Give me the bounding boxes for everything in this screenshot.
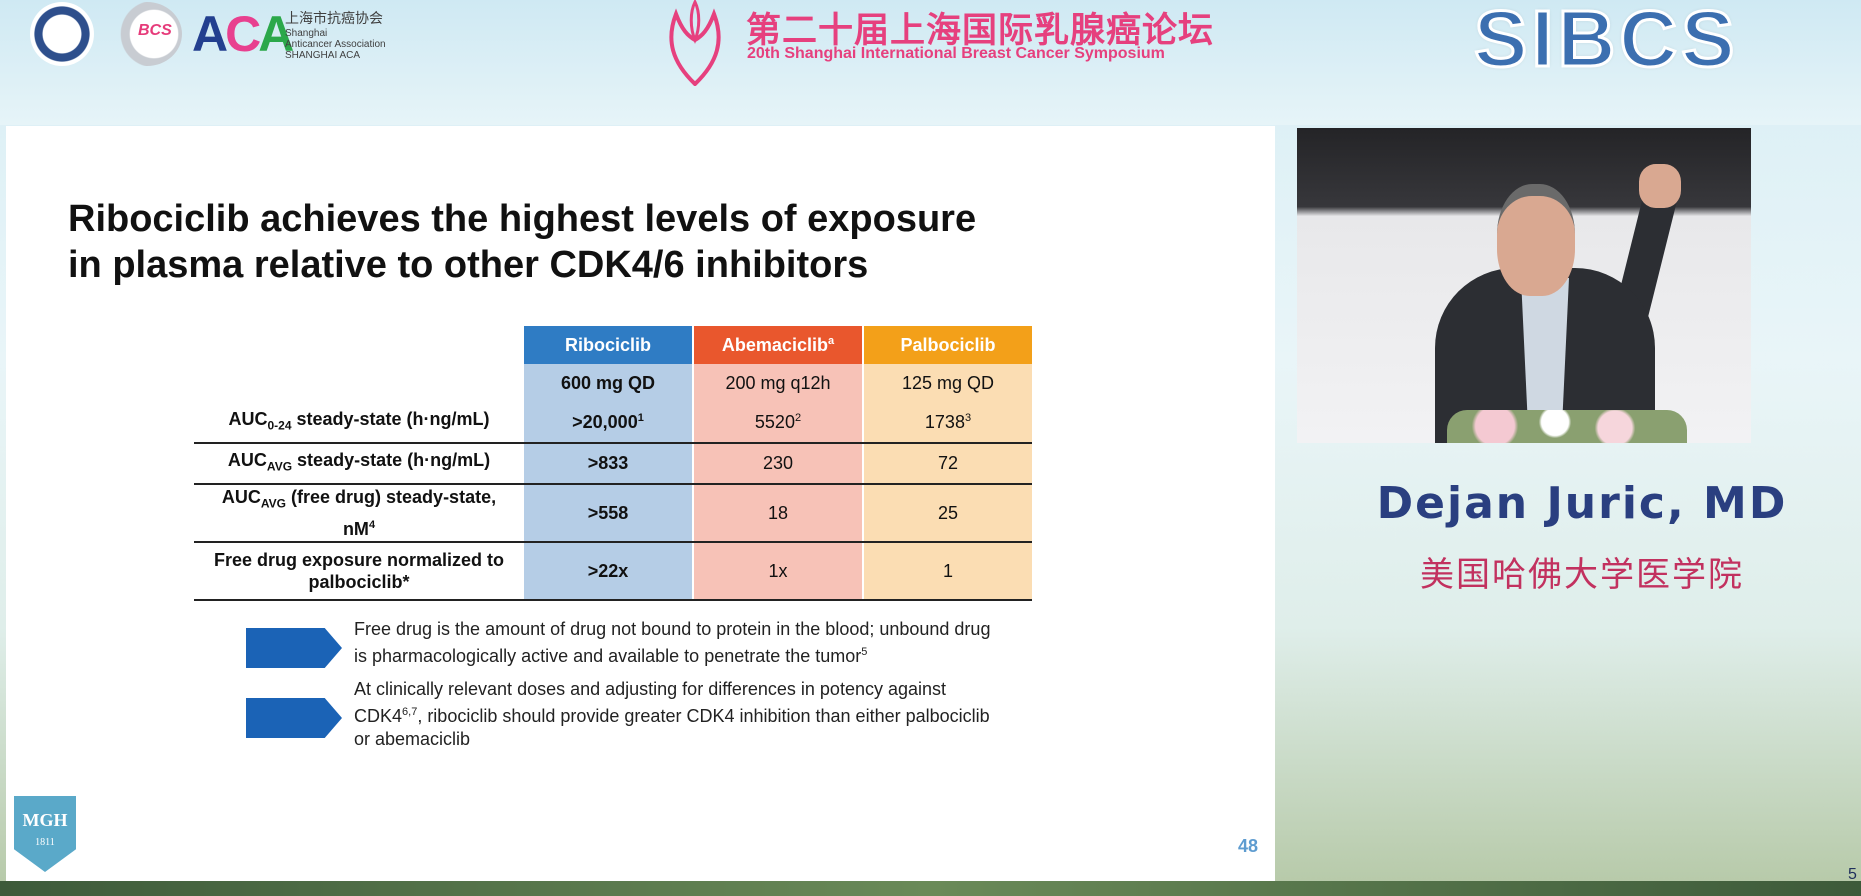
speaker-head [1497, 184, 1575, 296]
dose-row-label [194, 364, 524, 403]
header-abemaciclib-footnote: a [827, 334, 835, 347]
row-label-auc-avg: AUCAVG steady-state (h·ng/mL) [194, 443, 524, 485]
arrow-bullet-icon [246, 698, 342, 738]
presentation-slide: Ribociclib achieves the highest levels o… [6, 126, 1275, 881]
table-row: Free drug exposure normalized to palbocic… [194, 542, 1032, 601]
cell-palbociclib: 72 [863, 443, 1032, 485]
speaker-institution: 美国哈佛大学医学院 [1420, 555, 1744, 595]
cell-ribociclib: >833 [524, 443, 694, 485]
pink-ribbon-icon [669, 0, 721, 86]
header-abemaciclib-text: Abemaciclib [721, 334, 828, 355]
arrow-bullet-icon [246, 628, 342, 668]
row-label-free-drug-exposure: Free drug exposure normalized to palbocic… [194, 542, 524, 601]
bcs-logo: BCS [112, 2, 182, 66]
table-row: AUCAVG steady-state (h·ng/mL) >833 230 7… [194, 443, 1032, 485]
bullet-text: At clinically relevant doses and adjusti… [354, 679, 990, 749]
slide-page-number: 48 [1238, 836, 1259, 856]
speaker-video [1297, 128, 1751, 443]
aca-logo-mark: ACA [192, 6, 294, 62]
cell-abemaciclib: 18 [693, 484, 864, 543]
dose-row: 600 mg QD 200 mg q12h 125 mg QD [194, 364, 1032, 403]
header-abemaciclib: Abemacicliba [693, 326, 864, 364]
table-row: AUCAVG (free drug) steady-state, nM4 >558… [194, 484, 1032, 543]
cell-ribociclib: >22x [524, 542, 694, 601]
aca-logo-text: 上海市抗癌协会 Shanghai Anticancer Association … [285, 8, 395, 61]
cell-abemaciclib: 230 [693, 443, 864, 485]
exposure-comparison-table: Ribociclib Abemacicliba Palbociclib 600 … [194, 326, 1032, 601]
cell-ribociclib: >558 [524, 484, 694, 543]
symposium-title-cn: 第二十届上海国际乳腺癌论坛 [746, 11, 1215, 51]
slide-title-line-2: in plasma relative to other CDK4/6 inhib… [68, 244, 869, 286]
cell-palbociclib: 1 [863, 542, 1032, 601]
cell-abemaciclib: 55202 [693, 403, 864, 444]
cell-palbociclib: 17383 [863, 403, 1032, 444]
cell-ribociclib: >20,0001 [524, 403, 694, 444]
sibcs-logo: SIBCS [1473, 0, 1739, 83]
dose-ribociclib: 600 mg QD [524, 364, 694, 403]
bullet-text: Free drug is the amount of drug not boun… [354, 619, 991, 666]
aca-name-en-3: SHANGHAI ACA [285, 50, 361, 61]
aca-name-en-2: Anticancer Association [285, 39, 386, 50]
hospital-seal-logo [30, 2, 94, 66]
row-label-auc-0-24: AUC0-24 steady-state (h·ng/mL) [194, 403, 524, 444]
footer-strip [0, 881, 1861, 896]
symposium-title-en: 20th Shanghai International Breast Cance… [747, 45, 1165, 62]
table-row: AUC0-24 steady-state (h·ng/mL) >20,0001 … [194, 403, 1032, 444]
aca-name-cn: 上海市抗癌协会 [285, 11, 383, 27]
header-ribociclib: Ribociclib [524, 326, 694, 364]
dose-palbociclib: 125 mg QD [863, 364, 1032, 403]
table-corner [194, 326, 524, 364]
header-palbociclib: Palbociclib [863, 326, 1032, 364]
event-header: BCS ACA 上海市抗癌协会 Shanghai Anticancer Asso… [0, 0, 1861, 125]
mgh-logo-year: 1811 [35, 837, 55, 848]
slide-title-line-1: Ribociclib achieves the highest levels o… [68, 198, 977, 240]
mgh-shield-logo: MGH 1811 [14, 796, 76, 872]
aca-name-en-1: Shanghai [285, 28, 328, 39]
speaker-name: Dejan Juric, MD [1376, 478, 1788, 529]
podium-flowers [1447, 410, 1687, 443]
mgh-logo-name: MGH [22, 810, 68, 830]
corner-mark: 5 [1848, 866, 1857, 883]
slide-title: Ribociclib achieves the highest levels o… [68, 196, 1168, 288]
dose-abemaciclib: 200 mg q12h [693, 364, 864, 403]
cell-abemaciclib: 1x [693, 542, 864, 601]
cell-palbociclib: 25 [863, 484, 1032, 543]
speaker-hand [1639, 164, 1681, 208]
bcs-logo-text: BCS [138, 22, 172, 39]
row-label-auc-avg-free: AUCAVG (free drug) steady-state, nM4 [194, 484, 524, 543]
table-header-row: Ribociclib Abemacicliba Palbociclib [194, 326, 1032, 364]
